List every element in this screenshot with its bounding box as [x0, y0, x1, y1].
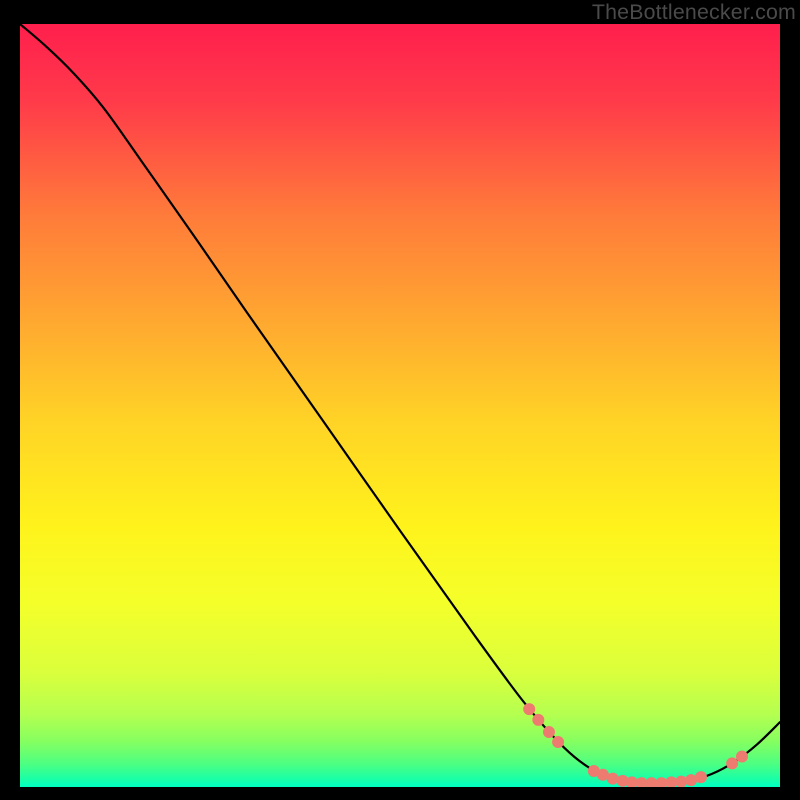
watermark-text: TheBottlenecker.com	[592, 0, 796, 25]
marker-point	[726, 757, 738, 769]
marker-point	[523, 703, 535, 715]
chart-svg	[20, 24, 780, 787]
chart-stage: TheBottlenecker.com	[0, 0, 800, 800]
marker-point	[736, 750, 748, 762]
gradient-background	[20, 24, 780, 787]
marker-point	[695, 771, 707, 783]
marker-point	[532, 714, 544, 726]
marker-point	[543, 726, 555, 738]
marker-point	[552, 736, 564, 748]
